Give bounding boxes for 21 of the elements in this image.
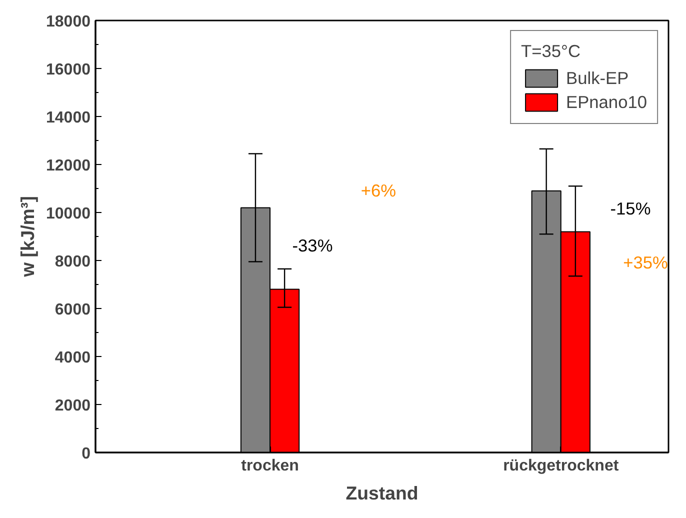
y-tick-label: 0 (82, 446, 91, 462)
annotation: +35% (623, 252, 668, 272)
legend-label: EPnano10 (566, 92, 647, 112)
annotation: -33% (292, 236, 333, 256)
annotation: +6% (360, 180, 396, 200)
legend-label: Bulk-EP (566, 68, 629, 88)
y-tick-label: 6000 (54, 302, 91, 318)
x-axis-title: Zustand (346, 482, 418, 504)
y-tick-label: 14000 (46, 110, 91, 126)
annotation: -15% (610, 198, 651, 218)
x-tick-label: rückgetrocknet (503, 458, 620, 474)
y-tick-label: 8000 (54, 254, 91, 270)
y-tick-label: 16000 (46, 62, 91, 78)
legend-title: T=35°C (521, 41, 582, 62)
y-axis-title: w [kJ/m³] (17, 196, 38, 278)
y-tick-label: 4000 (54, 350, 91, 366)
y-tick-label: 12000 (46, 158, 91, 174)
y-tick-label: 10000 (46, 206, 91, 222)
y-tick-label: 18000 (46, 14, 91, 30)
x-tick-label: trocken (241, 458, 299, 474)
y-tick-label: 2000 (54, 398, 91, 414)
